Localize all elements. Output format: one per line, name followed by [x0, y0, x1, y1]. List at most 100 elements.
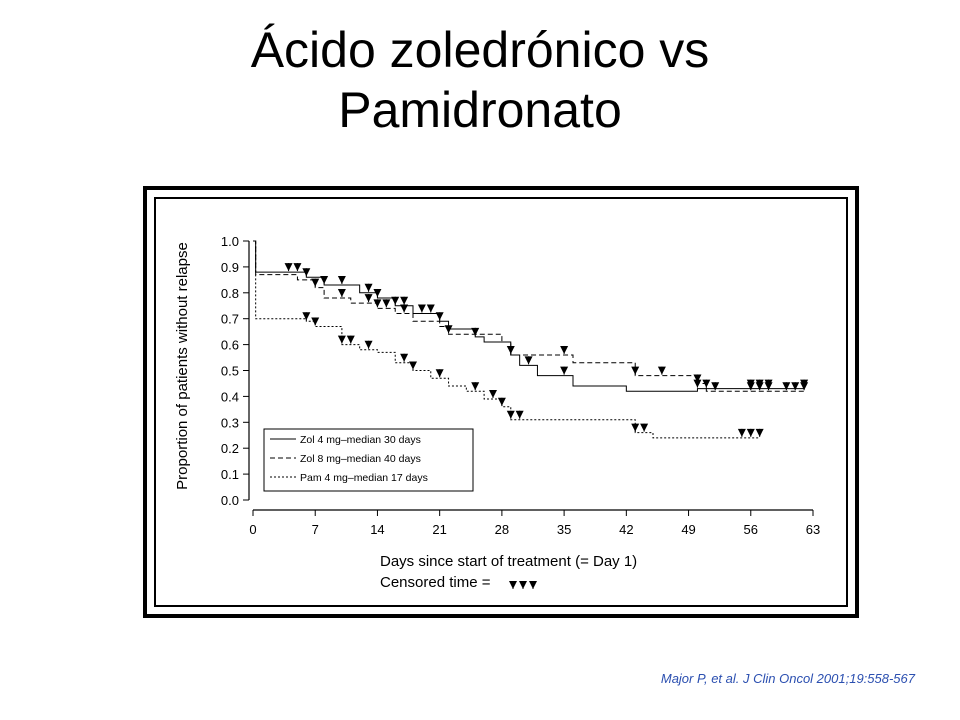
- y-tick-label: 0.8: [221, 286, 239, 301]
- censor-marker: [400, 296, 409, 305]
- censor-marker: [471, 327, 480, 336]
- censor-marker: [444, 325, 453, 334]
- censor-marker: [293, 263, 302, 272]
- y-tick-label: 0.7: [221, 312, 239, 327]
- y-tick-label: 0.1: [221, 467, 239, 482]
- y-tick-label: 0.4: [221, 389, 239, 404]
- censor-marker: [791, 382, 800, 391]
- censor-marker: [782, 382, 791, 391]
- series-line-3: [253, 240, 760, 439]
- censor-key-marker: [509, 581, 517, 589]
- censor-note: Censored time =: [380, 574, 491, 591]
- censor-marker: [391, 296, 400, 305]
- censor-marker: [364, 294, 373, 303]
- censor-marker: [657, 366, 666, 375]
- censor-marker: [302, 312, 311, 321]
- censor-marker: [311, 317, 320, 326]
- censor-marker: [346, 335, 355, 344]
- x-tick-label: 35: [557, 522, 571, 537]
- x-tick-label: 14: [370, 522, 384, 537]
- censor-group: [284, 263, 809, 437]
- censor-marker: [364, 340, 373, 349]
- censor-marker: [497, 397, 506, 406]
- censor-marker: [284, 263, 293, 272]
- y-tick-label: 0.2: [221, 441, 239, 456]
- censor-marker: [320, 276, 329, 285]
- censor-marker: [400, 353, 409, 362]
- axes: 0.0 0.1 0.2 0.3 0.4 0.5 0.6 0.7 0.8 0.9 1.0 0 7 14 21 2…: [221, 234, 820, 537]
- x-tick-label: 7: [312, 522, 319, 537]
- slide-title-line2: Pamidronato: [338, 82, 622, 138]
- censor-marker: [711, 382, 720, 391]
- x-tick-label: 49: [681, 522, 695, 537]
- censor-marker: [435, 312, 444, 321]
- censor-marker: [746, 382, 755, 391]
- censor-marker: [737, 428, 746, 437]
- censor-marker: [382, 299, 391, 308]
- censor-marker: [800, 382, 809, 391]
- censor-marker: [693, 374, 702, 383]
- y-tick-label: 0.6: [221, 338, 239, 353]
- censor-marker: [489, 389, 497, 398]
- x-tick-label: 21: [432, 522, 446, 537]
- series-group: [253, 240, 805, 439]
- km-chart: 0.0 0.1 0.2 0.3 0.4 0.5 0.6 0.7 0.8 0.9 1.0 0 7 14 21 2…: [174, 234, 820, 591]
- censor-marker: [409, 361, 417, 370]
- censor-marker: [560, 366, 569, 375]
- x-tick-label: 28: [495, 522, 509, 537]
- censor-marker: [560, 345, 569, 354]
- censor-key-marker: [519, 581, 527, 589]
- series-line-2: [253, 240, 805, 392]
- x-tick-label: 42: [619, 522, 633, 537]
- censor-marker: [506, 410, 515, 419]
- censor-marker: [746, 428, 755, 437]
- y-tick-label: 0.5: [221, 364, 239, 379]
- censor-marker: [337, 335, 346, 344]
- censor-marker: [400, 304, 409, 313]
- censor-marker: [702, 379, 711, 388]
- censor-marker: [337, 288, 346, 297]
- x-tick-label: 0: [249, 522, 256, 537]
- figure-inner-border: [154, 197, 848, 607]
- censor-marker: [515, 410, 524, 419]
- censor-marker: [435, 369, 444, 378]
- legend-label-pam4: Pam 4 mg–median 17 days: [300, 472, 428, 484]
- y-tick-label: 0.3: [221, 415, 239, 430]
- censor-marker: [755, 428, 764, 437]
- censor-marker: [524, 356, 533, 365]
- censor-marker: [640, 423, 649, 432]
- censor-marker: [471, 382, 480, 391]
- series-line-1: [253, 240, 805, 392]
- legend: Zol 4 mg–median 30 days Zol 8 mg–median …: [263, 428, 474, 492]
- x-tick-label: 56: [744, 522, 758, 537]
- censor-marker: [693, 379, 702, 388]
- legend-box: [263, 428, 474, 492]
- y-tick-label: 1.0: [221, 234, 239, 249]
- x-tick-label: 63: [806, 522, 820, 537]
- figure-frame: 0.0 0.1 0.2 0.3 0.4 0.5 0.6 0.7 0.8 0.9 1.0 0 7 14 21 2…: [143, 186, 859, 618]
- censor-key-marker: [529, 581, 537, 589]
- censor-marker: [631, 366, 640, 375]
- slide-title: Ácido zoledrónico vs Pamidronato: [0, 20, 960, 140]
- legend-label-zol4: Zol 4 mg–median 30 days: [300, 434, 421, 446]
- censor-marker: [426, 304, 435, 313]
- censor-marker: [302, 268, 311, 277]
- legend-label-zol8: Zol 8 mg–median 40 days: [300, 453, 421, 465]
- censor-marker: [417, 304, 426, 313]
- censor-marker: [373, 288, 382, 297]
- censor-marker: [311, 278, 320, 287]
- censor-key: [509, 581, 537, 589]
- censor-marker: [506, 345, 515, 354]
- censor-marker: [631, 423, 640, 432]
- y-axis-label: Proportion of patients without relapse: [174, 242, 191, 490]
- censor-marker: [364, 283, 373, 292]
- x-axis-label: Days since start of treatment (= Day 1): [380, 553, 637, 570]
- censor-marker: [764, 382, 773, 391]
- y-tick-label: 0.0: [221, 493, 239, 508]
- censor-marker: [337, 276, 346, 285]
- censor-marker: [373, 299, 382, 308]
- censor-marker: [755, 382, 764, 391]
- citation: Major P, et al. J Clin Oncol 2001;19:558…: [660, 671, 915, 686]
- slide-title-line1: Ácido zoledrónico vs: [250, 22, 710, 78]
- y-tick-label: 0.9: [221, 260, 239, 275]
